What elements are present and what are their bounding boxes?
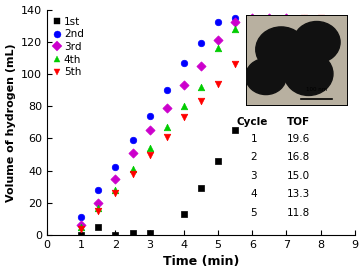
Point (164, 105, 170, 110)
Point (301, 15, 306, 20)
Point (266, 15, 272, 20)
Point (198, 85, 204, 89)
Point (198, 64, 204, 68)
Point (249, 99, 255, 104)
Text: Cycle: Cycle (237, 118, 268, 127)
Point (198, 41, 204, 45)
Point (78, 233, 84, 237)
Point (130, 151, 135, 155)
Point (215, 20, 221, 25)
Point (95, 188, 101, 192)
Point (215, 46, 221, 50)
Text: 16.8: 16.8 (286, 152, 310, 162)
Point (181, 61, 187, 65)
Point (112, 165, 118, 170)
Text: 15.0: 15.0 (286, 171, 310, 181)
Point (147, 146, 153, 150)
Point (198, 186, 204, 190)
Point (232, 27, 238, 31)
Legend: 1st, 2nd, 3rd, 4th, 5th: 1st, 2nd, 3rd, 4th, 5th (52, 15, 86, 79)
Point (318, 15, 324, 20)
Point (95, 206, 101, 210)
Point (284, 17, 289, 21)
Point (301, 15, 306, 20)
Point (181, 83, 187, 87)
Point (266, 33, 272, 38)
Point (284, 15, 289, 20)
Point (164, 135, 170, 139)
Point (215, 81, 221, 86)
Point (232, 20, 238, 25)
Point (95, 201, 101, 205)
Point (181, 115, 187, 120)
Point (215, 159, 221, 163)
Point (147, 152, 153, 157)
Point (266, 15, 272, 20)
Point (112, 176, 118, 181)
Point (318, 15, 324, 20)
X-axis label: Time (min): Time (min) (163, 255, 239, 269)
Point (130, 231, 135, 236)
Point (95, 225, 101, 229)
Point (147, 128, 153, 133)
Point (301, 15, 306, 20)
Text: 1: 1 (250, 133, 257, 144)
Point (130, 167, 135, 171)
Point (284, 15, 289, 20)
Point (249, 49, 255, 54)
Text: 2: 2 (250, 152, 257, 162)
Point (198, 99, 204, 104)
Point (164, 125, 170, 129)
Point (232, 128, 238, 133)
Point (112, 188, 118, 192)
Point (181, 212, 187, 216)
Y-axis label: Volume of hydrogen (mL): Volume of hydrogen (mL) (5, 43, 16, 202)
Point (147, 114, 153, 118)
Point (232, 15, 238, 20)
Point (112, 233, 118, 237)
Point (249, 17, 255, 21)
Point (78, 225, 84, 229)
Point (78, 223, 84, 227)
Point (181, 104, 187, 109)
Point (95, 209, 101, 213)
Point (284, 48, 289, 52)
Point (232, 62, 238, 67)
Point (266, 15, 272, 20)
Text: 19.6: 19.6 (286, 133, 310, 144)
Text: 5: 5 (250, 208, 257, 218)
Point (130, 172, 135, 176)
Point (249, 15, 255, 20)
Text: 11.8: 11.8 (286, 208, 310, 218)
Point (112, 191, 118, 195)
Point (78, 215, 84, 219)
Point (215, 38, 221, 42)
Text: 3: 3 (250, 171, 257, 181)
Text: 4: 4 (250, 189, 257, 199)
Point (78, 226, 84, 231)
Text: TOF: TOF (286, 118, 310, 127)
Point (266, 73, 272, 78)
Point (130, 138, 135, 142)
Point (147, 231, 153, 236)
Point (249, 15, 255, 20)
Point (164, 88, 170, 92)
Text: 13.3: 13.3 (286, 189, 310, 199)
Point (284, 15, 289, 20)
